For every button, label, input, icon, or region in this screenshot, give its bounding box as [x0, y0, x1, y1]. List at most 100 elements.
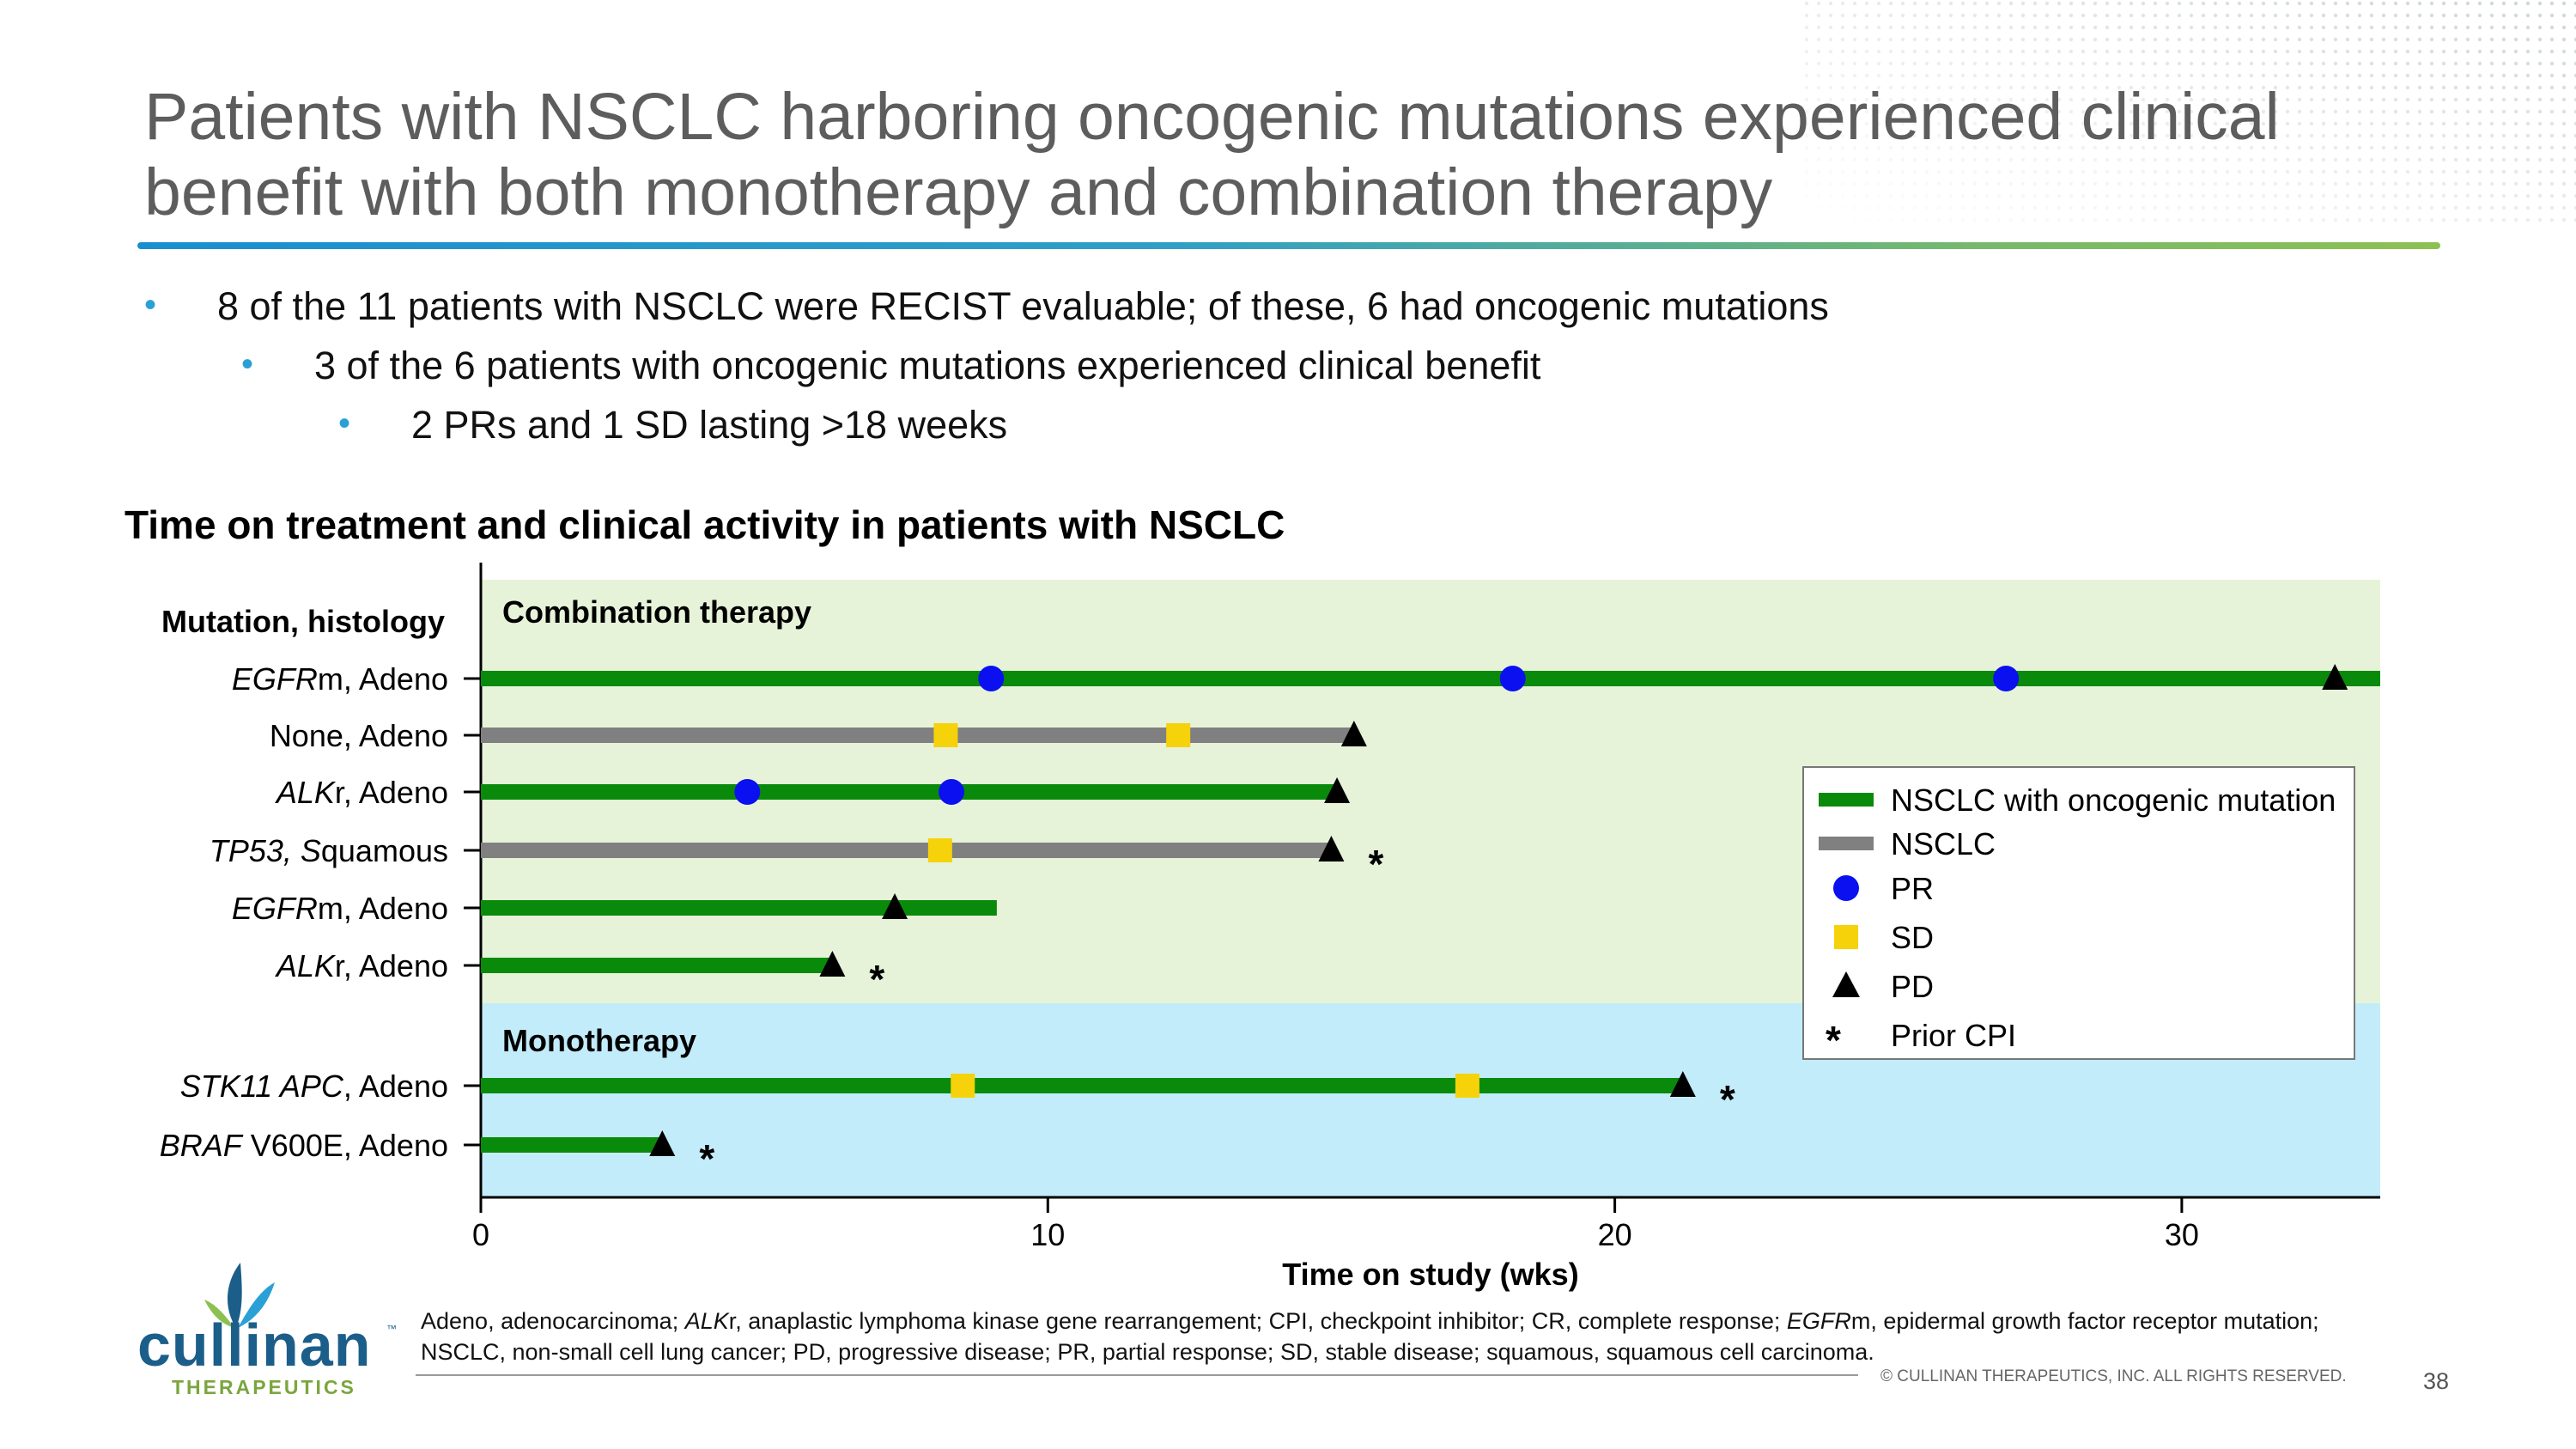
x-tick-label: 30	[2165, 1217, 2199, 1252]
row-label: ALKr, Adeno	[275, 775, 448, 810]
row-label-part: m, Adeno	[318, 661, 448, 697]
row-label-part: m, Adeno	[318, 891, 448, 926]
prior-cpi-marker: *	[699, 1136, 714, 1181]
legend-swatch-pd	[1832, 971, 1860, 997]
row-label-part: STK11 APC	[180, 1068, 344, 1104]
duration-bar	[481, 1137, 663, 1153]
duration-bar	[481, 784, 1338, 800]
pd-marker	[2322, 664, 2348, 690]
duration-bar	[481, 728, 1354, 743]
pd-marker	[649, 1130, 676, 1156]
legend-label: PR	[1891, 871, 1934, 906]
footnote-part: EGFR	[1786, 1308, 1851, 1334]
legend-label: NSCLC with oncogenic mutation	[1891, 782, 2336, 818]
duration-bar	[481, 958, 833, 973]
row-label-part: ALK	[275, 948, 337, 983]
slide-title-line-2: benefit with both monotherapy and combin…	[144, 155, 1773, 229]
row-label-part: , Adeno	[343, 1068, 448, 1104]
chart-heading: Time on treatment and clinical activity …	[125, 502, 1285, 547]
row-label-part: ALK	[275, 775, 337, 810]
legend-swatch-pr	[1833, 875, 1859, 901]
pd-marker	[1669, 1071, 1696, 1097]
bullet-dot-icon: •	[144, 286, 157, 324]
bullet-text: 2 PRs and 1 SD lasting >18 weeks	[411, 403, 1008, 447]
row-label: EGFRm, Adeno	[232, 891, 448, 926]
legend-swatch-none	[1819, 837, 1874, 850]
duration-bar	[481, 671, 2380, 686]
pr-marker	[1499, 666, 1526, 691]
bullet-level-3: • 2 PRs and 1 SD lasting >18 weeks	[338, 402, 1008, 448]
footnote-part: ALK	[684, 1308, 729, 1334]
row-label-part: V600E, Adeno	[242, 1128, 448, 1163]
duration-bar	[481, 1078, 1683, 1093]
sd-marker	[1455, 1074, 1479, 1098]
legend-swatch-sd	[1834, 925, 1858, 949]
y-axis-label: Mutation, histology	[161, 604, 445, 639]
row-label: TP53, Squamous	[210, 833, 448, 868]
footnote-part: r, anaplastic lymphoma kinase gene rearr…	[728, 1308, 1787, 1334]
pr-marker	[939, 779, 965, 805]
copyright-notice: © CULLINAN THERAPEUTICS, INC. ALL RIGHTS…	[1880, 1367, 2347, 1385]
legend-label: Prior CPI	[1891, 1018, 2016, 1053]
prior-cpi-marker: *	[1368, 842, 1383, 886]
x-tick-label: 10	[1030, 1217, 1065, 1252]
pd-marker	[819, 951, 846, 977]
title-gradient-rule	[137, 242, 2440, 249]
row-label-part: EGFR	[232, 891, 318, 926]
logo-trademark: ™	[386, 1323, 397, 1335]
duration-bar	[481, 900, 997, 916]
row-label-part: r, Adeno	[335, 775, 448, 810]
logo-wordmark: cullinan	[137, 1312, 372, 1379]
row-label-part: quamous	[321, 833, 448, 868]
row-label-part: TP53, S	[210, 833, 321, 868]
bullet-level-1: • 8 of the 11 patients with NSCLC were R…	[144, 283, 1829, 330]
pd-marker	[882, 893, 908, 919]
row-label: None, Adeno	[270, 718, 448, 753]
slide-title: Patients with NSCLC harboring oncogenic …	[144, 79, 2463, 230]
pr-marker	[978, 666, 1005, 691]
bullet-text: 8 of the 11 patients with NSCLC were REC…	[217, 284, 1829, 328]
page-number: 38	[2423, 1368, 2450, 1394]
footnote-part: Adeno, adenocarcinoma;	[421, 1308, 685, 1334]
x-tick-label: 20	[1598, 1217, 1632, 1252]
footnote-part: m, epidermal growth factor receptor muta…	[421, 1308, 2319, 1365]
group-label: Combination therapy	[502, 594, 811, 630]
bullet-dot-icon: •	[241, 345, 254, 383]
legend-label: SD	[1891, 920, 1934, 955]
sd-marker	[951, 1074, 975, 1098]
decorative-dot-pattern	[1803, 0, 2576, 223]
prior-cpi-marker: *	[1720, 1077, 1735, 1122]
row-label: EGFRm, Adeno	[232, 661, 448, 697]
legend-box	[1802, 766, 2355, 1060]
x-axis-label: Time on study (wks)	[1282, 1257, 1578, 1292]
legend-swatch-mutation	[1819, 793, 1874, 807]
logo-leaf-icon	[204, 1263, 275, 1328]
pd-marker	[1318, 836, 1345, 861]
duration-bar	[481, 843, 1332, 858]
cullinan-logo: cullinan ™ THERAPEUTICS	[137, 1263, 397, 1400]
row-label-part: BRAF	[160, 1128, 244, 1163]
prior-cpi-marker: *	[869, 957, 884, 1002]
sd-marker	[927, 838, 952, 862]
logo-subtitle: THERAPEUTICS	[172, 1376, 356, 1398]
legend-swatch-cpi: *	[1826, 1018, 1841, 1062]
bullet-text: 3 of the 6 patients with oncogenic mutat…	[314, 344, 1541, 387]
bullet-level-2: • 3 of the 6 patients with oncogenic mut…	[241, 343, 1541, 389]
pd-marker	[1324, 777, 1351, 803]
footer-rule	[416, 1374, 1858, 1376]
pr-marker	[734, 779, 761, 805]
pd-marker	[1340, 721, 1367, 746]
row-label: STK11 APC, Adeno	[180, 1068, 448, 1104]
pr-marker	[1993, 666, 2020, 691]
group-label: Monotherapy	[502, 1023, 696, 1058]
row-label-part: EGFR	[232, 661, 318, 697]
legend-label: NSCLC	[1891, 826, 1996, 861]
footnote: Adeno, adenocarcinoma; ALKr, anaplastic …	[421, 1306, 2344, 1367]
sd-marker	[933, 723, 958, 747]
legend-label: PD	[1891, 969, 1934, 1004]
x-tick-label: 0	[472, 1217, 489, 1252]
row-label: BRAF V600E, Adeno	[160, 1128, 448, 1163]
row-label: ALKr, Adeno	[275, 948, 448, 983]
bullet-dot-icon: •	[338, 405, 351, 442]
